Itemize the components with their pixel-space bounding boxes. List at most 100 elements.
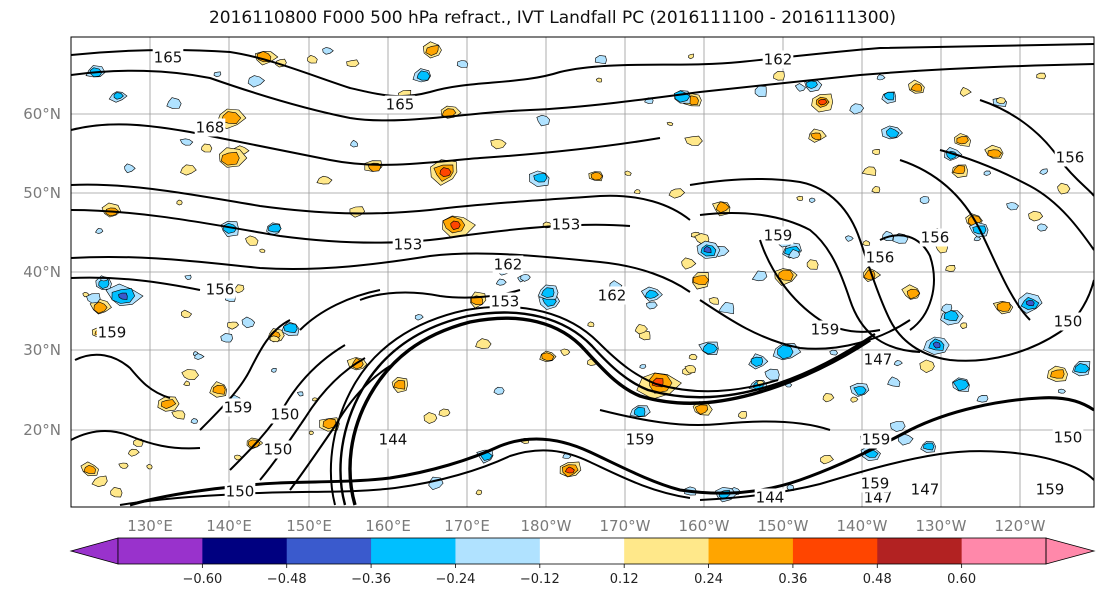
shaded-cell (932, 341, 941, 349)
shaded-cell (644, 289, 659, 299)
contour-label-bg (489, 292, 521, 311)
x-tick-label: 130°W (916, 517, 967, 535)
contour-line (74, 353, 171, 399)
shaded-cell (118, 292, 128, 300)
shaded-cell (876, 74, 886, 81)
shaded-cell (684, 364, 697, 374)
shaded-cell (976, 394, 989, 403)
contour-label: 162 (494, 256, 523, 274)
shaded-cell (708, 297, 719, 305)
contour-line (71, 209, 631, 244)
shaded-cell (633, 189, 641, 194)
contour-label-bg (492, 255, 524, 274)
contour-line (71, 183, 691, 221)
contour-label-bg (1052, 428, 1084, 447)
shaded-cell (213, 71, 222, 78)
shaded-cell (883, 91, 895, 101)
shaded-cell (350, 139, 358, 148)
shaded-cell (594, 55, 607, 65)
contour-label-bg (269, 405, 301, 424)
shaded-cell (160, 399, 177, 410)
shaded-cell (212, 384, 226, 395)
shaded-cell (897, 433, 914, 446)
contour-label: 159 (1036, 481, 1065, 499)
shaded-cell (906, 288, 921, 300)
colorbar-frame (117, 537, 1047, 565)
contour-label-bg (1034, 480, 1066, 499)
shaded-cell (887, 376, 901, 388)
shaded-cell (871, 186, 881, 194)
shaded-cell (201, 143, 213, 153)
contour-label: 153 (491, 293, 520, 311)
x-tick-label: 160°E (365, 517, 411, 535)
x-tick-label: 140°E (206, 517, 252, 535)
colorbar-swatch (708, 538, 794, 564)
map-area: 165 1621651681531531591621621591561561591… (71, 37, 1094, 507)
contour-label: 156 (921, 229, 950, 247)
colorbar-swatch (371, 538, 456, 564)
shaded-cell (634, 324, 648, 335)
contour-line (879, 234, 935, 331)
contour-label-bg (224, 482, 256, 501)
shaded-cell (439, 167, 452, 178)
shaded-cell (520, 274, 531, 282)
shaded-cell (956, 136, 969, 145)
shaded-cell (1057, 182, 1071, 195)
map-frame (70, 36, 1095, 508)
contour-label: 147 (864, 489, 893, 507)
contour-line (71, 123, 661, 166)
shaded-cell (166, 97, 182, 109)
contour-label-bg (392, 235, 424, 254)
shaded-cell (754, 85, 767, 97)
contour-label: 159 (811, 321, 840, 339)
contour-label-bg (550, 215, 582, 234)
shaded-cell (247, 75, 265, 88)
shaded-cell (738, 411, 748, 419)
shaded-cell (923, 442, 935, 451)
contour-label-bg (859, 474, 891, 493)
shaded-cell (845, 235, 854, 242)
contour-label: 156 (866, 249, 895, 267)
shaded-cell (312, 397, 319, 402)
shaded-cell (996, 97, 1007, 104)
contour-line (259, 357, 366, 481)
y-tick-label: 50°N (23, 184, 61, 202)
colorbar-extend-high (1045, 537, 1096, 565)
shaded-cell (259, 248, 266, 253)
latitude-tick-labels: 20°N 30°N 40°N 50°N 60°N (23, 105, 61, 439)
shaded-cell (110, 486, 123, 498)
shaded-cell (176, 199, 183, 206)
colorbar-swatch (539, 538, 625, 564)
contour-label: 162 (598, 287, 627, 305)
shaded-cell (179, 138, 194, 146)
colorbar-tick-label: 0.60 (947, 572, 976, 587)
shaded-cell (715, 201, 730, 214)
shaded-cell (91, 475, 108, 488)
y-tick-label: 40°N (23, 263, 61, 281)
shaded-cell (541, 352, 555, 361)
shaded-cell (560, 348, 571, 357)
shaded-cell (128, 448, 140, 457)
shaded-cell (718, 301, 735, 315)
contour-line (689, 177, 1094, 362)
shaded-cell (893, 360, 903, 367)
contour-label: 159 (861, 475, 890, 493)
contour-label: 159 (764, 227, 793, 245)
shaded-cell (959, 87, 972, 97)
colorbar-tick-labels: −0.60 −0.48 −0.36 −0.24 −0.12 0.12 0.24 0.36 0.4… (182, 564, 976, 587)
y-tick-label: 20°N (23, 421, 61, 439)
shaded-cell (692, 275, 709, 286)
contour-line (599, 409, 831, 431)
contour-label: 150 (226, 483, 255, 501)
shaded-cell (423, 412, 438, 424)
shaded-cell (268, 223, 282, 233)
contour-label-bg (262, 440, 294, 459)
contour-label: 147 (911, 481, 940, 499)
contour-label: 144 (379, 431, 408, 449)
shaded-cell (849, 103, 865, 115)
shaded-cell (190, 418, 199, 424)
shaded-cell (702, 342, 718, 355)
contour-line (71, 63, 1094, 122)
shaded-cell (751, 270, 768, 282)
shaded-cell (220, 151, 240, 166)
